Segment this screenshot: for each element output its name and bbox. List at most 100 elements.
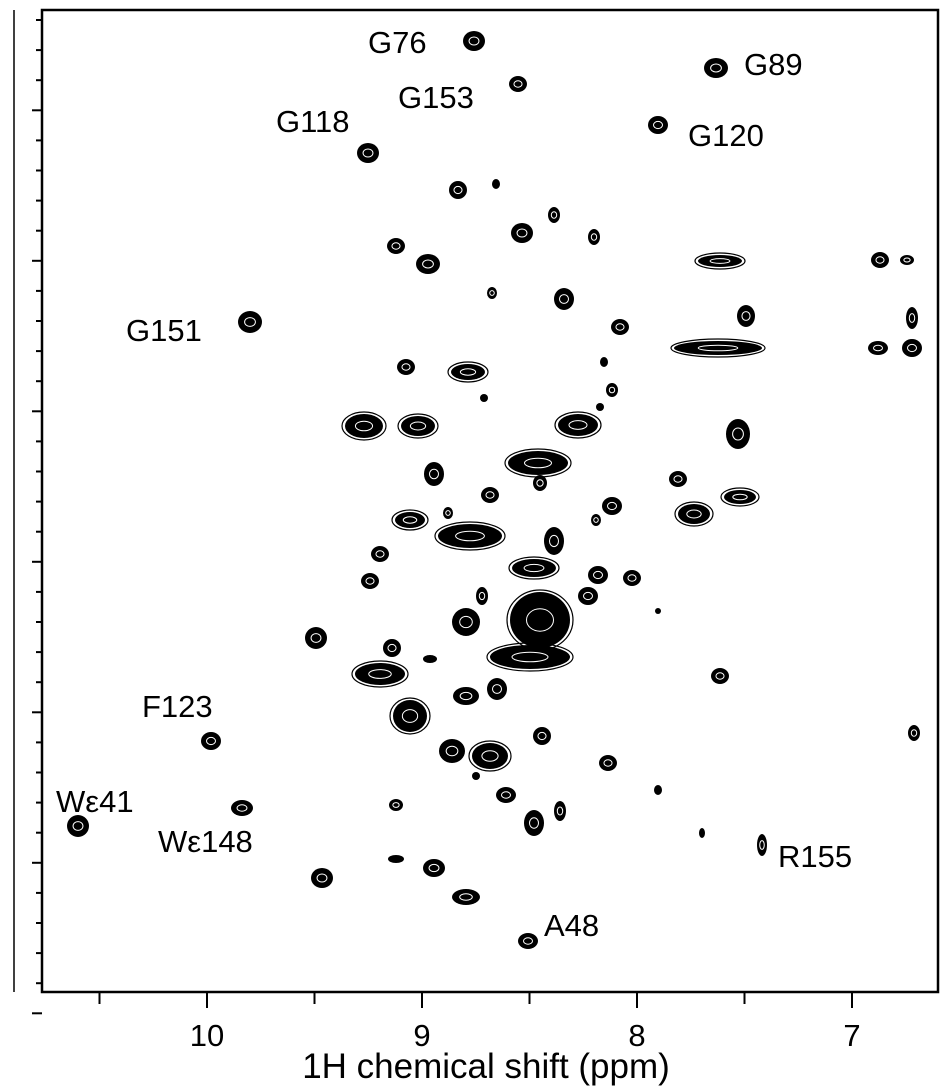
peak-contour	[600, 357, 608, 367]
peak-contour	[463, 31, 485, 51]
x-tick-label: 10	[190, 1018, 224, 1053]
peak-label: F123	[142, 689, 213, 724]
peak-contour	[533, 727, 551, 745]
peak-contour	[423, 859, 445, 877]
peak-contour	[548, 207, 560, 223]
peak-contour	[602, 497, 622, 515]
x-tick-label: 9	[413, 1018, 430, 1053]
peak-contour	[472, 772, 480, 780]
x-axis-ticks: 10 9 8 7	[98, 992, 861, 1053]
peak-contour	[524, 810, 544, 836]
peak-contour	[371, 546, 389, 562]
peak-label: G76	[368, 25, 427, 60]
peak-contour	[416, 254, 440, 274]
peak-contour	[449, 181, 467, 199]
peak-label: G151	[126, 313, 202, 348]
peak-contour	[397, 413, 439, 439]
peak-contour	[908, 725, 920, 741]
peak-contour	[423, 655, 437, 663]
peak-contour	[434, 521, 506, 551]
x-tick-label: 7	[843, 1018, 860, 1053]
peak-contour	[496, 787, 516, 803]
peak-label: Wε148	[158, 824, 253, 859]
peak-label: G118	[276, 104, 350, 139]
peak-contour	[648, 116, 668, 134]
y-axis-ticks	[32, 19, 42, 1015]
peak-contour	[443, 507, 453, 519]
peak-contour	[397, 359, 415, 375]
peak-contour	[694, 252, 746, 270]
peak-contour	[201, 732, 221, 750]
peak-contour	[509, 76, 527, 92]
peak-labels: G76 G89 G153 G118 G120 G151 F123 Wε41 Wε148 R155 A…	[56, 25, 852, 943]
peak-contour	[453, 687, 479, 705]
peak-label: A48	[544, 908, 599, 943]
peak-label: Wε41	[56, 784, 134, 819]
peak-contour	[468, 740, 512, 772]
peak-label: R155	[778, 839, 852, 874]
peak-contour	[480, 394, 488, 402]
peak-contour	[606, 383, 618, 397]
x-tick-label: 8	[628, 1018, 645, 1053]
peak-contour	[486, 642, 574, 672]
peak-contour	[506, 589, 574, 651]
peak-contour	[554, 801, 566, 821]
peak-contour	[424, 462, 444, 486]
peak-contour	[508, 556, 560, 580]
peak-contour	[487, 287, 497, 299]
peak-contour	[720, 487, 760, 507]
peak-contour	[391, 509, 429, 531]
peak-contour	[599, 755, 617, 771]
peak-contour	[588, 229, 600, 245]
peak-contour	[389, 799, 403, 811]
peak-contour	[554, 288, 574, 310]
peak-contour	[868, 341, 888, 355]
peak-contour	[518, 933, 538, 949]
peak-contour	[757, 834, 767, 856]
peak-label: G89	[744, 47, 803, 82]
peak-contour	[481, 487, 499, 503]
peak-contour	[439, 739, 465, 763]
peak-contour	[452, 889, 480, 905]
peak-contour	[361, 573, 379, 589]
peak-contour	[447, 361, 489, 383]
peak-label: G153	[398, 80, 474, 115]
peak-contour	[452, 608, 480, 636]
peak-contour	[341, 411, 387, 441]
peak-contour	[511, 223, 533, 243]
peak-contour	[588, 566, 608, 584]
peak-contours	[67, 31, 922, 949]
peak-contour	[311, 868, 333, 888]
peak-contour	[711, 668, 729, 684]
peak-contour	[67, 815, 89, 837]
peak-contour	[669, 471, 687, 487]
peak-contour	[383, 639, 401, 657]
peak-contour	[533, 475, 547, 491]
peak-contour	[476, 587, 488, 605]
peak-contour	[900, 255, 914, 265]
peak-contour	[554, 411, 602, 439]
peak-contour	[596, 403, 604, 411]
peak-contour	[591, 514, 601, 526]
peak-contour	[357, 143, 379, 163]
peak-contour	[654, 785, 662, 795]
peak-contour	[578, 587, 598, 605]
peak-contour	[623, 570, 641, 586]
peak-contour	[655, 608, 661, 614]
peak-contour	[906, 307, 918, 329]
peak-contour	[387, 238, 405, 254]
peak-label: G120	[688, 118, 764, 153]
peak-contour	[492, 179, 500, 189]
peak-contour	[389, 697, 431, 735]
peak-contour	[611, 319, 629, 335]
peak-contour	[737, 305, 755, 327]
peak-contour	[504, 448, 572, 478]
peak-contour	[704, 58, 728, 78]
peak-contour	[674, 501, 714, 527]
peak-contour	[902, 339, 922, 357]
x-axis-title: 1H chemical shift (ppm)	[302, 1047, 670, 1086]
peak-contour	[351, 660, 409, 688]
peak-contour	[544, 527, 564, 555]
peak-contour	[726, 419, 750, 449]
